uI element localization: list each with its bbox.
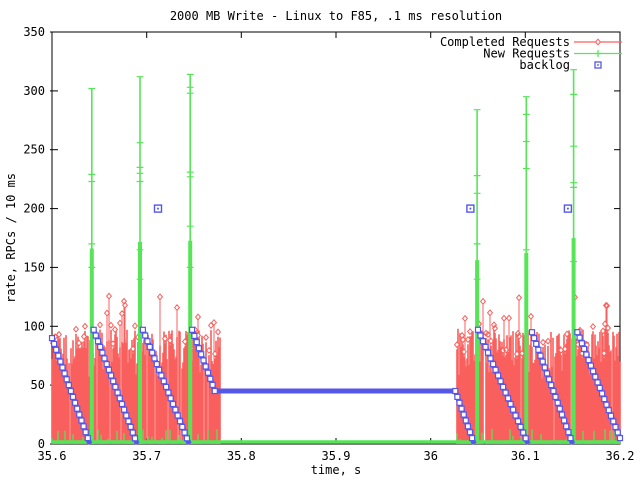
- x-tick-label: 35.9: [322, 449, 351, 463]
- chart-title: 2000 MB Write - Linux to F85, .1 ms reso…: [170, 9, 502, 23]
- y-tick-label: 200: [23, 202, 45, 216]
- legend-label-backlog: backlog: [519, 58, 570, 72]
- y-tick-label: 300: [23, 84, 45, 98]
- y-tick-label: 350: [23, 25, 45, 39]
- legend-label-completed-requests: Completed Requests: [440, 35, 570, 49]
- y-tick-label: 50: [31, 378, 45, 392]
- y-tick-label: 150: [23, 260, 45, 274]
- y-tick-label: 250: [23, 143, 45, 157]
- backlog-series: [48, 204, 624, 446]
- axes: 35.6 35.7 35.8 35.9 36 36.1 36.2 0 50 100 150 200 25…: [23, 25, 634, 463]
- x-tick-label: 35.7: [132, 449, 161, 463]
- x-tick-label: 35.8: [227, 449, 256, 463]
- new-requests-series: [51, 69, 621, 444]
- x-tick-label: 36.2: [606, 449, 635, 463]
- y-tick-label: 0: [38, 437, 45, 451]
- y-axis-label: rate, RPCs / 10 ms: [4, 173, 18, 303]
- x-tick-label: 35.6: [38, 449, 67, 463]
- x-axis-label: time, s: [311, 463, 362, 477]
- x-tick-label: 36: [423, 449, 437, 463]
- legend: Completed Requests New Requests backlog: [440, 35, 622, 72]
- legend-label-new-requests: New Requests: [483, 47, 570, 61]
- legend-markers: [574, 38, 622, 69]
- completed-requests-series: [49, 292, 621, 444]
- y-tick-label: 100: [23, 319, 45, 333]
- x-tick-label: 36.1: [511, 449, 540, 463]
